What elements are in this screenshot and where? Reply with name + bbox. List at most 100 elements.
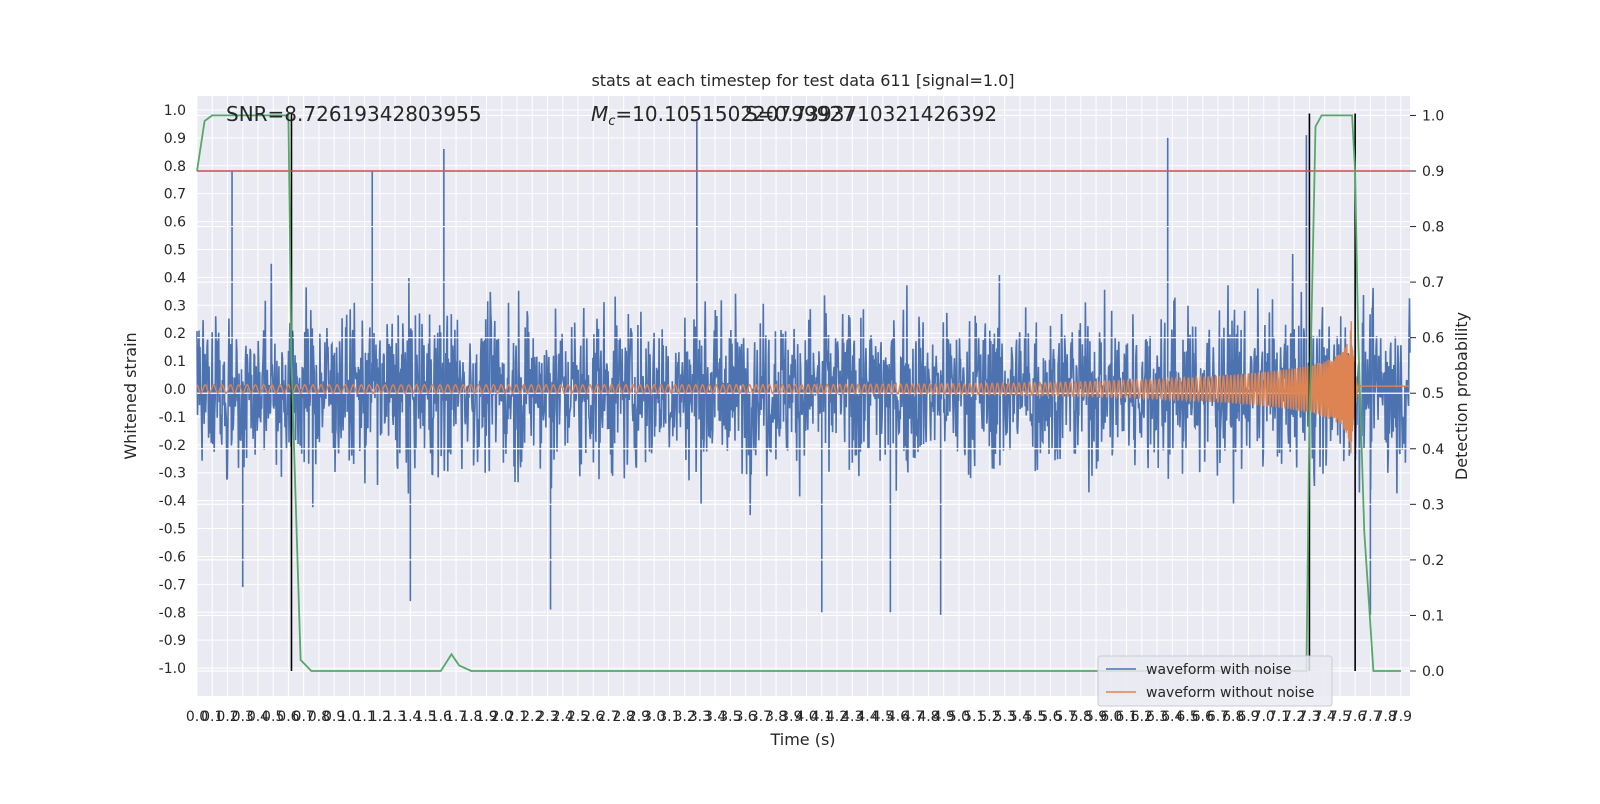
x-tick-label: 0.0 (186, 709, 208, 725)
x-tick-label: 1.8 (460, 709, 482, 725)
x-tick-label: 6.2 (1131, 709, 1153, 725)
right-tick-label: 0.6 (1422, 331, 1444, 347)
right-tick-label: 0.0 (1422, 664, 1444, 680)
chirp-mass-value: =10.105150220799927 (615, 102, 854, 126)
y-tick-label: 0.3 (164, 298, 186, 314)
y-tick-label: -0.7 (159, 577, 186, 593)
x-tick-label: 6.8 (1222, 709, 1244, 725)
x-tick-label: 7.0 (1253, 709, 1275, 725)
x-tick-label: 5.0 (948, 709, 970, 725)
y-tick-label: 0.6 (164, 215, 186, 231)
y-tick-label: 0.1 (164, 354, 186, 370)
x-tick-label: 6.5 (1176, 709, 1198, 725)
overlap-annotation: S=0.7393710321426392 (745, 102, 997, 126)
x-tick-label: 6.6 (1192, 709, 1214, 725)
y-tick-label: 0.4 (164, 270, 186, 286)
x-tick-label: 3.4 (704, 709, 726, 725)
x-tick-label: 1.4 (399, 709, 421, 725)
chirp-mass-subscript: c (608, 114, 615, 129)
right-tick-label: 0.5 (1422, 386, 1444, 402)
x-tick-label: 5.8 (1070, 709, 1092, 725)
y-tick-label: -0.3 (159, 466, 186, 482)
x-tick-label: 3.2 (674, 709, 696, 725)
x-tick-label: 0.7 (293, 709, 315, 725)
x-tick-label: 1.0 (338, 709, 360, 725)
right-tick-label: 0.9 (1422, 164, 1444, 180)
x-tick-label: 0.9 (323, 709, 345, 725)
x-tick-label: 3.7 (750, 709, 772, 725)
x-tick-label: 2.2 (521, 709, 543, 725)
clean-waveform-line (196, 321, 1410, 454)
y-tick-label: 0.7 (164, 187, 186, 203)
clean-waveform-series (196, 321, 1410, 454)
y-tick-label: 0.5 (164, 242, 186, 258)
right-tick-label: 1.0 (1422, 108, 1444, 124)
right-tick-label: 0.1 (1422, 608, 1444, 624)
x-tick-label: 7.1 (1268, 709, 1290, 725)
y-tick-label: -1.0 (159, 661, 186, 677)
x-tick-label: 4.8 (917, 709, 939, 725)
right-tick-label: 0.7 (1422, 275, 1444, 291)
x-tick-label: 0.2 (216, 709, 238, 725)
x-axis-label: Time (s) (769, 730, 835, 749)
x-tick-label: 4.1 (811, 709, 833, 725)
x-tick-label: 7.7 (1359, 709, 1381, 725)
x-tick-label: 4.3 (841, 709, 863, 725)
x-tick-label: 5.1 (963, 709, 985, 725)
x-tick-label: 0.4 (247, 709, 269, 725)
x-tick-label: 1.3 (384, 709, 406, 725)
x-tick-label: 7.6 (1344, 709, 1366, 725)
x-tick-label: 7.4 (1314, 709, 1336, 725)
chirp-mass-symbol: M (591, 102, 608, 126)
x-tick-label: 2.1 (506, 709, 528, 725)
y-tick-label: -0.5 (159, 522, 186, 538)
y-tick-label: -0.8 (159, 605, 186, 621)
x-tick-label: 4.5 (872, 709, 894, 725)
y-axis-right-label: Detection probability (1452, 312, 1471, 480)
noisy-waveform-line (196, 253, 1411, 516)
snr-annotation: SNR=8.72619342803955 (226, 102, 482, 126)
x-tick-label: 3.0 (643, 709, 665, 725)
x-tick-label: 1.5 (414, 709, 436, 725)
x-tick-label: 4.9 (933, 709, 955, 725)
x-tick-label: 7.9 (1390, 709, 1412, 725)
x-tick-label: 5.3 (994, 709, 1016, 725)
x-tick-label: 2.0 (491, 709, 513, 725)
y-tick-label: -0.9 (159, 633, 186, 649)
x-tick-label: 4.6 (887, 709, 909, 725)
x-tick-label: 6.7 (1207, 709, 1229, 725)
x-tick-label: 3.9 (780, 709, 802, 725)
x-tick-label: 1.6 (430, 709, 452, 725)
tick-labels: 0.00.10.20.30.40.50.60.70.80.91.01.11.21… (159, 103, 1445, 725)
y-tick-label: -0.6 (159, 549, 186, 565)
y-axis-label: Whitened strain (121, 332, 140, 459)
x-tick-label: 5.6 (1039, 709, 1061, 725)
x-tick-label: 2.4 (552, 709, 574, 725)
x-tick-label: 6.0 (1100, 709, 1122, 725)
x-tick-label: 4.7 (902, 709, 924, 725)
y-tick-label: 1.0 (164, 103, 186, 119)
y-tick-label: 0.2 (164, 326, 186, 342)
x-tick-label: 1.1 (353, 709, 375, 725)
y-tick-label: 0.8 (164, 159, 186, 175)
x-tick-label: 3.5 (719, 709, 741, 725)
y-tick-label: -0.1 (159, 410, 186, 426)
legend-label-clean: waveform without noise (1146, 685, 1314, 701)
x-tick-label: 3.6 (734, 709, 756, 725)
x-tick-label: 7.3 (1298, 709, 1320, 725)
x-tick-label: 5.2 (978, 709, 1000, 725)
y-tick-label: 0.0 (164, 382, 186, 398)
x-tick-label: 5.9 (1085, 709, 1107, 725)
x-tick-label: 2.3 (536, 709, 558, 725)
x-tick-label: 4.2 (826, 709, 848, 725)
x-tick-label: 3.1 (658, 709, 680, 725)
x-tick-label: 5.4 (1009, 709, 1031, 725)
x-tick-label: 1.9 (475, 709, 497, 725)
x-tick-label: 6.4 (1161, 709, 1183, 725)
x-tick-label: 0.5 (262, 709, 284, 725)
x-tick-label: 5.7 (1054, 709, 1076, 725)
y-tick-label: -0.2 (159, 438, 186, 454)
x-tick-label: 7.5 (1329, 709, 1351, 725)
